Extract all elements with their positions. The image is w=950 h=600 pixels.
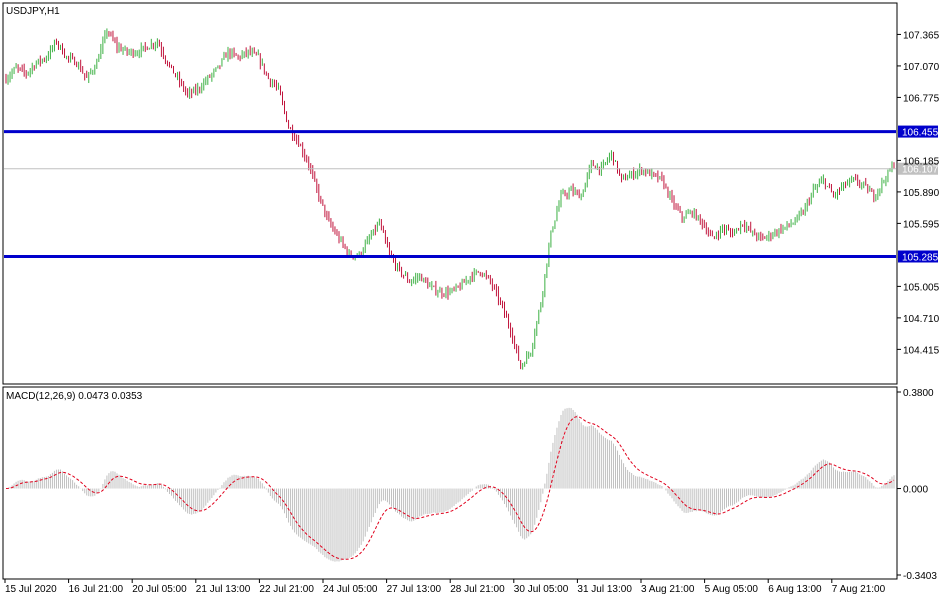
horizontal-lines-group: 106.455 105.285 106.107 bbox=[4, 125, 939, 263]
macd-y-tick-label: -0.3403 bbox=[903, 571, 937, 582]
y-tick-label: 105.595 bbox=[903, 219, 940, 230]
y-tick-label: 106.185 bbox=[903, 156, 940, 167]
x-tick-label: 16 Jul 21:00 bbox=[69, 584, 124, 595]
macd-signal-line bbox=[5, 416, 895, 560]
x-tick-label: 7 Aug 21:00 bbox=[832, 584, 886, 595]
x-tick-label: 3 Aug 21:00 bbox=[641, 584, 695, 595]
x-tick-label: 22 Jul 21:00 bbox=[259, 584, 314, 595]
y-tick-label: 105.005 bbox=[903, 282, 940, 293]
x-tick-label: 24 Jul 05:00 bbox=[323, 584, 378, 595]
y-tick-label: 104.710 bbox=[903, 314, 940, 325]
x-tick-label: 27 Jul 13:00 bbox=[387, 584, 442, 595]
y-tick-label: 107.365 bbox=[903, 30, 940, 41]
level-price-label: 106.455 bbox=[902, 128, 939, 139]
current-price-label: 106.107 bbox=[902, 165, 939, 176]
macd-group: 0.3800 0.000 -0.3403 bbox=[5, 388, 937, 582]
x-tick-label: 5 Aug 05:00 bbox=[705, 584, 759, 595]
x-tick-label: 31 Jul 13:00 bbox=[577, 584, 632, 595]
x-tick-label: 6 Aug 13:00 bbox=[768, 584, 822, 595]
macd-y-tick-label: 0.3800 bbox=[903, 388, 934, 399]
x-tick-label: 21 Jul 13:00 bbox=[196, 584, 251, 595]
x-tick-label: 30 Jul 05:00 bbox=[514, 584, 569, 595]
macd-y-tick-label: 0.000 bbox=[903, 485, 928, 496]
y-tick-label: 107.070 bbox=[903, 62, 940, 73]
macd-title: MACD(12,26,9) 0.0473 0.0353 bbox=[6, 391, 143, 402]
level-price-tag bbox=[898, 125, 938, 138]
macd-panel[interactable] bbox=[2, 386, 898, 580]
x-tick-label: 15 Jul 2020 bbox=[5, 584, 57, 595]
y-tick-label: 104.415 bbox=[903, 345, 940, 356]
y-tick-label: 106.775 bbox=[903, 93, 940, 104]
chart-title: USDJPY,H1 bbox=[6, 6, 60, 17]
y-axis-labels: 107.365 107.070 106.775 106.185 105.890 105.5… bbox=[897, 30, 940, 356]
current-price-tag bbox=[898, 162, 938, 175]
level-price-tag bbox=[898, 250, 938, 263]
price-panel[interactable] bbox=[2, 2, 898, 385]
level-price-label: 105.285 bbox=[902, 252, 939, 263]
x-tick-label: 20 Jul 05:00 bbox=[132, 584, 187, 595]
y-tick-label: 105.890 bbox=[903, 188, 940, 199]
x-axis-labels: 15 Jul 2020 16 Jul 21:00 20 Jul 05:00 21 Ju… bbox=[4, 579, 886, 595]
x-tick-label: 28 Jul 21:00 bbox=[450, 584, 505, 595]
